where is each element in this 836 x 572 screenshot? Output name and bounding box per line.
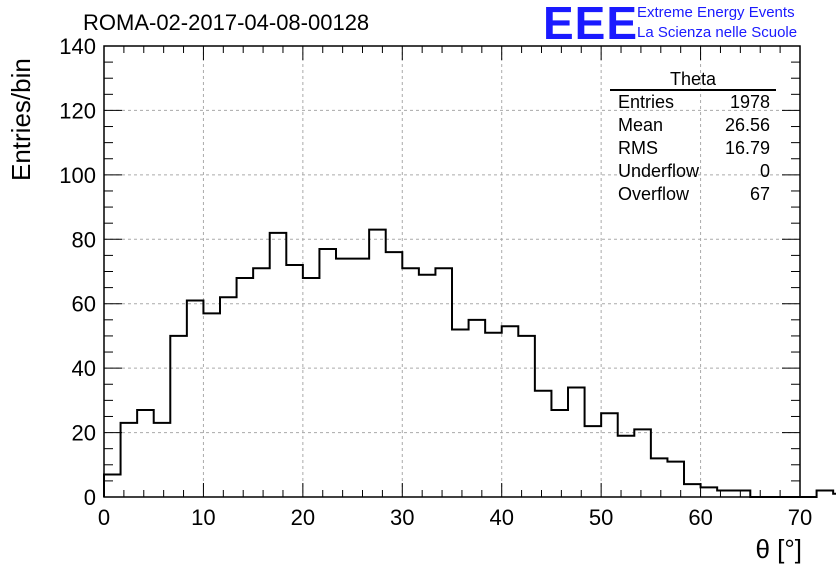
chart-title: ROMA-02-2017-04-08-00128 bbox=[83, 10, 370, 35]
stats-name: Theta bbox=[610, 69, 776, 91]
histogram-bin bbox=[701, 487, 718, 497]
y-tick-label: 100 bbox=[59, 163, 96, 188]
histogram-bin bbox=[237, 278, 254, 497]
y-tick-label: 80 bbox=[72, 227, 96, 252]
histogram-bin bbox=[137, 410, 154, 497]
histogram-bin bbox=[601, 413, 618, 497]
histogram-bin bbox=[667, 462, 684, 497]
y-tick-label: 60 bbox=[72, 292, 96, 317]
histogram-bin bbox=[435, 268, 452, 497]
histogram-bin bbox=[618, 436, 635, 497]
stats-row: Overflow 67 bbox=[610, 183, 776, 206]
histogram-bin bbox=[485, 333, 502, 497]
y-tick-label: 20 bbox=[72, 421, 96, 446]
y-tick-label: 140 bbox=[59, 34, 96, 59]
stats-value: 0 bbox=[759, 161, 770, 181]
histogram-bin bbox=[684, 484, 701, 497]
stats-row: Mean 26.56 bbox=[610, 114, 776, 137]
histogram-bin bbox=[170, 336, 187, 497]
histogram-bin bbox=[634, 429, 651, 497]
y-tick-label: 40 bbox=[72, 356, 96, 381]
histogram-bin bbox=[203, 313, 220, 497]
histogram-bin bbox=[353, 259, 370, 497]
histogram-bin bbox=[386, 252, 403, 497]
stats-row: Underflow 0 bbox=[610, 160, 776, 183]
histogram-bin bbox=[502, 326, 519, 497]
x-tick-label: 0 bbox=[98, 505, 110, 530]
histogram-bin bbox=[535, 391, 552, 497]
histogram-bin bbox=[319, 249, 336, 497]
stats-label: Underflow bbox=[618, 161, 700, 181]
logo-caption: Extreme Energy Events La Scienza nelle S… bbox=[637, 3, 797, 43]
eee-logo: EEE bbox=[543, 0, 639, 49]
stats-value: 1978 bbox=[729, 92, 770, 112]
logo-caption-line1: Extreme Energy Events bbox=[637, 4, 795, 21]
x-tick-label: 30 bbox=[390, 505, 414, 530]
histogram-bin bbox=[286, 265, 303, 497]
histogram-bin bbox=[336, 259, 353, 497]
x-tick-label: 50 bbox=[589, 505, 613, 530]
histogram-bin bbox=[734, 491, 751, 497]
stats-label: Entries bbox=[618, 92, 675, 112]
stats-row: Entries 1978 bbox=[610, 91, 776, 114]
histogram-bin bbox=[369, 230, 386, 497]
histogram-bin bbox=[121, 423, 138, 497]
stats-value: 67 bbox=[749, 184, 770, 204]
y-tick-label: 0 bbox=[84, 485, 96, 510]
histogram-bin bbox=[518, 336, 535, 497]
histogram-bin bbox=[220, 297, 237, 497]
histogram-bin bbox=[717, 491, 734, 497]
logo-caption-line2: La Scienza nelle Scuole bbox=[637, 24, 798, 41]
histogram-bin bbox=[402, 268, 419, 497]
stats-value: 26.56 bbox=[724, 115, 770, 135]
histogram-bin bbox=[154, 423, 171, 497]
x-tick-label: 20 bbox=[291, 505, 315, 530]
stats-label: Overflow bbox=[618, 184, 690, 204]
x-tick-label: 70 bbox=[788, 505, 812, 530]
y-tick-label: 120 bbox=[59, 98, 96, 123]
histogram-bin bbox=[303, 278, 320, 497]
x-axis-label: θ [°] bbox=[755, 534, 802, 564]
histogram-bin bbox=[469, 320, 486, 497]
stats-box: Theta Entries 1978 Mean 26.56 RMS 16.79 Und… bbox=[610, 69, 776, 206]
histogram-bin bbox=[104, 474, 121, 497]
histogram-bin bbox=[585, 426, 602, 497]
histogram-bin bbox=[817, 491, 834, 497]
histogram-bin bbox=[551, 410, 568, 497]
stats-label: Mean bbox=[618, 115, 664, 135]
histogram-bin bbox=[568, 387, 585, 497]
x-tick-label: 10 bbox=[191, 505, 215, 530]
histogram-bin bbox=[253, 268, 270, 497]
histogram-bin bbox=[419, 275, 436, 497]
stats-row: RMS 16.79 bbox=[610, 137, 776, 160]
x-tick-label: 40 bbox=[489, 505, 513, 530]
histogram-bin bbox=[187, 300, 204, 497]
stats-value: 16.79 bbox=[724, 138, 770, 158]
histogram-bin bbox=[452, 329, 469, 497]
histogram-bin bbox=[270, 233, 287, 497]
histogram-bin bbox=[651, 458, 668, 497]
stats-label: RMS bbox=[618, 138, 658, 158]
x-tick-label: 60 bbox=[688, 505, 712, 530]
y-axis-label: Entries/bin bbox=[6, 58, 36, 181]
plot-frame bbox=[103, 45, 801, 498]
